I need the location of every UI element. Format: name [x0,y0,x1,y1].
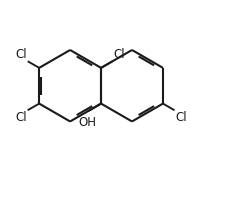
Text: Cl: Cl [113,48,124,61]
Text: Cl: Cl [15,48,27,61]
Text: Cl: Cl [175,111,186,124]
Text: Cl: Cl [15,111,27,124]
Text: OH: OH [78,116,95,129]
